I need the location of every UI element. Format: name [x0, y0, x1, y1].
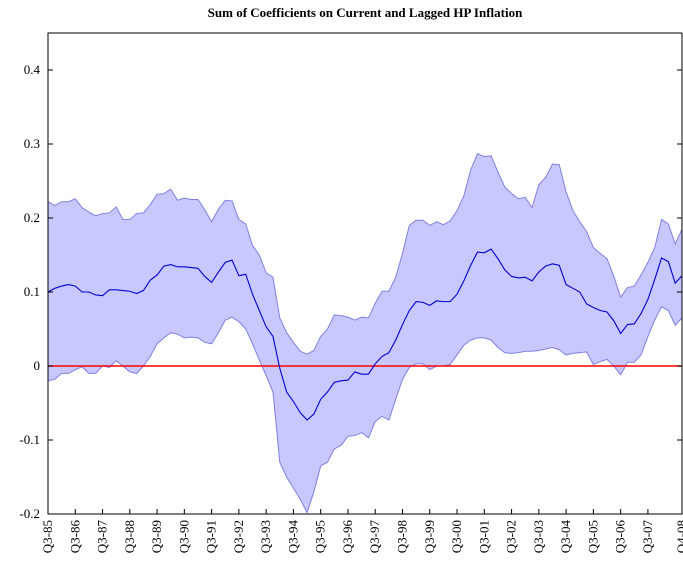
x-tick-label: Q3-93 [258, 520, 273, 553]
x-tick-label: Q3-00 [449, 520, 464, 553]
band-lower-edge [47, 306, 683, 514]
y-tick-label: -0.2 [19, 506, 40, 521]
x-tick-label: Q3-02 [504, 520, 519, 553]
x-tick-label: Q3-97 [367, 520, 382, 554]
x-tick-label: Q3-86 [67, 520, 82, 554]
x-tick-label: Q3-98 [394, 520, 409, 553]
y-tick-label: 0.1 [24, 284, 40, 299]
x-tick-label: Q3-07 [640, 520, 655, 554]
chart-title: Sum of Coefficients on Current and Lagge… [208, 5, 523, 20]
line [47, 248, 683, 421]
plot-frame [47, 32, 683, 515]
x-tick-label: Q3-95 [313, 520, 328, 553]
x-tick-label: Q3-03 [531, 520, 546, 553]
x-tick-label: Q3-88 [122, 520, 137, 553]
y-tick-label: 0.4 [24, 62, 41, 77]
x-tick-label: Q3-06 [613, 520, 628, 554]
x-tick-label: Q3-87 [95, 520, 110, 554]
x-tick-label: Q3-94 [285, 520, 300, 554]
x-tick-label: Q3-05 [585, 520, 600, 553]
x-tick-label: Q3-99 [422, 520, 437, 553]
x-tick-label: Q4-08 [674, 520, 683, 553]
x-tick-label: Q3-89 [149, 520, 164, 553]
y-tick-label: 0 [34, 358, 41, 373]
x-tick-label: Q3-85 [40, 520, 55, 553]
y-tick-label: 0.3 [24, 136, 40, 151]
confidence-band [48, 153, 682, 513]
x-tick-label: Q3-96 [340, 520, 355, 554]
x-tick-label: Q3-92 [231, 520, 246, 553]
band-upper-edge [47, 152, 683, 355]
x-tick-label: Q3-91 [204, 520, 219, 553]
y-tick-label: 0.2 [24, 210, 40, 225]
x-tick-label: Q3-90 [176, 520, 191, 553]
x-tick-label: Q3-04 [558, 520, 573, 554]
x-tick-label: Q3-01 [476, 520, 491, 553]
y-tick-label: -0.1 [19, 432, 40, 447]
